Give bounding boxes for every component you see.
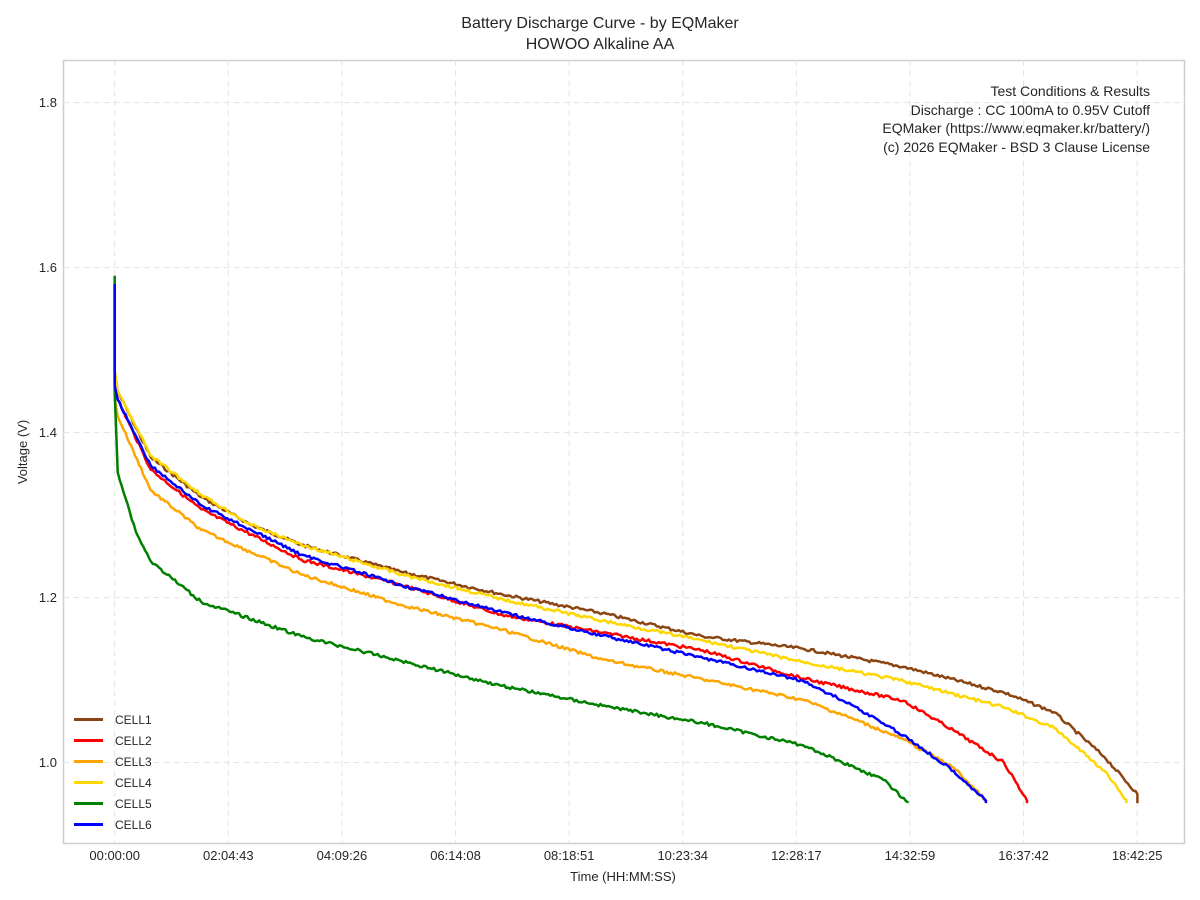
y-tick-label: 1.8 bbox=[39, 95, 57, 110]
x-tick-label: 06:14:08 bbox=[430, 848, 481, 863]
legend-item: CELL1 bbox=[74, 709, 152, 730]
x-tick-label: 18:42:25 bbox=[1112, 848, 1163, 863]
annotation-line: (c) 2026 EQMaker - BSD 3 Clause License bbox=[883, 138, 1150, 155]
legend-swatch bbox=[74, 781, 103, 784]
legend-item: CELL6 bbox=[74, 814, 152, 835]
y-tick-label: 1.0 bbox=[39, 755, 57, 770]
x-tick-label: 04:09:26 bbox=[317, 848, 368, 863]
legend-swatch bbox=[74, 760, 103, 763]
legend-item: CELL4 bbox=[74, 772, 152, 793]
x-axis-label: Time (HH:MM:SS) bbox=[570, 869, 676, 884]
y-axis-label: Voltage (V) bbox=[15, 420, 30, 484]
y-tick-label: 1.6 bbox=[39, 260, 57, 275]
x-tick-label: 00:00:00 bbox=[89, 848, 140, 863]
chart-subtitle: HOWOO Alkaline AA bbox=[525, 36, 675, 53]
annotation-line: Test Conditions & Results bbox=[990, 83, 1150, 99]
legend-label: CELL6 bbox=[115, 817, 152, 832]
legend-swatch bbox=[74, 718, 103, 721]
legend-item: CELL5 bbox=[74, 793, 152, 814]
series-line-cell2 bbox=[113, 284, 1029, 804]
x-tick-label: 08:18:51 bbox=[544, 848, 595, 863]
series-line-cell6 bbox=[113, 284, 988, 804]
legend: CELL1 CELL2 CELL3 CELL4 CELL5 CELL6 bbox=[74, 709, 152, 835]
y-tick-label: 1.4 bbox=[39, 425, 57, 440]
chart-title: Battery Discharge Curve - by EQMaker bbox=[461, 15, 739, 32]
legend-label: CELL2 bbox=[115, 733, 152, 748]
legend-label: CELL5 bbox=[115, 796, 152, 811]
annotation-line: EQMaker (https://www.eqmaker.kr/battery/… bbox=[882, 120, 1150, 136]
series-line-cell4 bbox=[113, 284, 1128, 804]
legend-item: CELL2 bbox=[74, 730, 152, 751]
x-tick-label: 14:32:59 bbox=[885, 848, 936, 863]
legend-swatch bbox=[74, 739, 103, 742]
x-tick-label: 16:37:42 bbox=[998, 848, 1049, 863]
y-tick-label: 1.2 bbox=[39, 590, 57, 605]
x-tick-label: 12:28:17 bbox=[771, 848, 822, 863]
x-tick-label: 02:04:43 bbox=[203, 848, 254, 863]
test-conditions-annotation: Test Conditions & Results Discharge : CC… bbox=[882, 82, 1150, 156]
x-tick-label: 10:23:34 bbox=[657, 848, 708, 863]
legend-label: CELL1 bbox=[115, 712, 152, 727]
legend-item: CELL3 bbox=[74, 751, 152, 772]
legend-label: CELL3 bbox=[115, 754, 152, 769]
series-line-cell5 bbox=[113, 275, 909, 804]
plot-area bbox=[62, 59, 1186, 845]
annotation-line: Discharge : CC 100mA to 0.95V Cutoff bbox=[910, 101, 1150, 118]
legend-label: CELL4 bbox=[115, 775, 152, 790]
legend-swatch bbox=[74, 823, 103, 826]
series-line-cell3 bbox=[113, 284, 988, 804]
legend-swatch bbox=[74, 802, 103, 805]
